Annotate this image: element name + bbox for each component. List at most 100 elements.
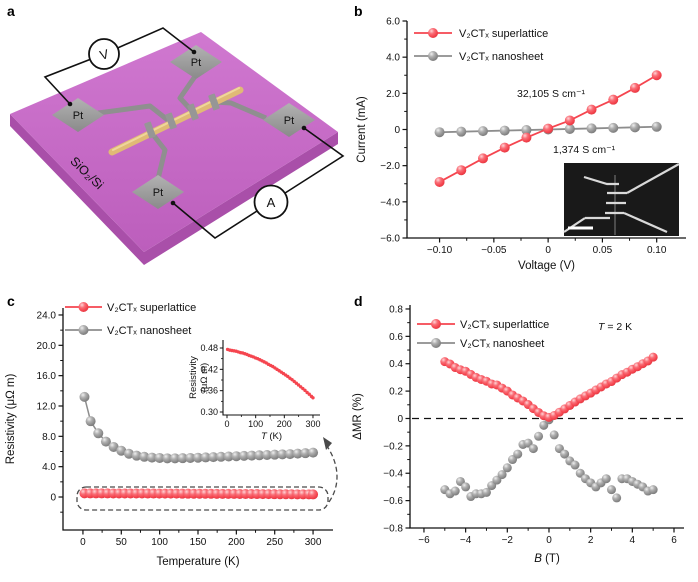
ammeter-label: A (267, 195, 276, 210)
nanowire-rod (108, 86, 244, 156)
svg-text:150: 150 (190, 537, 207, 548)
svg-text:Resistivity: Resistivity (188, 356, 199, 399)
svg-text:0.36: 0.36 (200, 386, 218, 396)
svg-text:Current (mA): Current (mA) (356, 96, 368, 163)
wire-contact-dot-1 (67, 101, 73, 107)
svg-text:0: 0 (50, 493, 56, 504)
svg-text:6: 6 (671, 535, 677, 546)
panel-label-d: d (354, 293, 363, 309)
pt-label-right: Pt (284, 115, 294, 127)
svg-text:2: 2 (588, 535, 594, 546)
svg-text:Temperature (K): Temperature (K) (156, 556, 239, 568)
superlattice-highlight-box (76, 486, 329, 511)
svg-text:V₂CTₓ nanosheet: V₂CTₓ nanosheet (107, 325, 191, 337)
svg-text:0: 0 (546, 535, 552, 546)
svg-text:0: 0 (394, 125, 400, 136)
axes: 0.8 0.6 0.4 0.2 0 −0.2 −0.4 −0.6 −0.8 −6 −4 −2 0 2 4 6 Δ… (352, 304, 684, 565)
sem-image-inset (563, 163, 680, 236)
svg-text:0: 0 (397, 414, 403, 425)
svg-text:16.0: 16.0 (37, 371, 57, 382)
svg-text:0.48: 0.48 (200, 343, 218, 353)
svg-text:T (K): T (K) (261, 431, 282, 442)
svg-text:20.0: 20.0 (37, 341, 57, 352)
wire-voltmeter-right (103, 27, 195, 55)
resistivity-inset-chart: 0.30 0.36 0.42 0.48 0 100 200 300 T (K) Resistivi… (188, 340, 320, 442)
svg-text:300: 300 (305, 537, 322, 548)
axes: 0 4.0 8.0 12.0 16.0 20.0 24.0 0 50 100 150 200 250 30… (5, 308, 333, 568)
svg-text:200: 200 (277, 419, 292, 429)
svg-text:0: 0 (545, 245, 551, 256)
pt-label-top: Pt (191, 57, 201, 69)
legend: V₂CTₓ superlattice V₂CTₓ nanosheet (417, 319, 549, 350)
svg-text:8.0: 8.0 (42, 432, 56, 443)
clamp-2 (165, 112, 177, 130)
svg-text:V₂CTₓ superlattice: V₂CTₓ superlattice (107, 302, 196, 314)
svg-text:6.0: 6.0 (386, 17, 400, 28)
substrate-edge (10, 114, 338, 265)
arrowhead-icon (323, 437, 332, 450)
svg-text:T = 2 K: T = 2 K (598, 321, 632, 333)
svg-text:−0.05: −0.05 (481, 245, 507, 256)
svg-text:−6.0: −6.0 (380, 234, 400, 245)
svg-text:−0.6: −0.6 (383, 496, 403, 507)
svg-text:B (T): B (T) (534, 553, 560, 565)
inset-pointer-arrow (326, 445, 338, 503)
legend: V₂CTₓ superlattice V₂CTₓ nanosheet (414, 28, 548, 63)
clamp-3 (187, 103, 199, 121)
svg-text:0.6: 0.6 (389, 332, 403, 343)
data-series (79, 391, 319, 500)
svg-text:0.2: 0.2 (389, 387, 403, 398)
wire-ammeter-left (172, 201, 272, 239)
panel-a-schematic: SiO₂/Si Pt Pt Pt Pt V (10, 27, 345, 265)
svg-text:4.0: 4.0 (42, 462, 56, 473)
chart-magnetoresistance: 0.8 0.6 0.4 0.2 0 −0.2 −0.4 −0.6 −0.8 −6 −4 −2 0 2 4 6 Δ… (352, 304, 684, 565)
svg-text:100: 100 (248, 419, 263, 429)
svg-text:V₂CTₓ superlattice: V₂CTₓ superlattice (459, 28, 548, 40)
svg-text:300: 300 (305, 419, 320, 429)
pt-pad-top (170, 45, 222, 79)
svg-text:50: 50 (116, 537, 128, 548)
chart-resistivity-temperature: 0 4.0 8.0 12.0 16.0 20.0 24.0 0 50 100 150 200 250 30… (5, 302, 338, 568)
pt-pad-left (52, 98, 104, 132)
wire-ammeter-right (270, 127, 345, 203)
clamp-4 (208, 93, 220, 111)
data-series (434, 70, 662, 187)
svg-text:V₂CTₓ nanosheet: V₂CTₓ nanosheet (460, 338, 544, 350)
svg-text:−6: −6 (418, 535, 430, 546)
svg-text:ΔMR (%): ΔMR (%) (352, 393, 364, 440)
svg-text:0.8: 0.8 (389, 304, 403, 315)
ammeter-circle (253, 184, 289, 220)
svg-text:0.42: 0.42 (200, 364, 218, 374)
svg-text:−0.10: −0.10 (427, 245, 453, 256)
svg-text:0.4: 0.4 (389, 359, 403, 370)
wire-contact-dot-2 (191, 49, 197, 55)
svg-text:4: 4 (630, 535, 636, 546)
wire-contact-dot-3 (170, 200, 176, 206)
svg-text:250: 250 (266, 537, 283, 548)
svg-text:12.0: 12.0 (37, 401, 57, 412)
lead-bottom (149, 130, 168, 180)
svg-text:−0.4: −0.4 (383, 469, 403, 480)
svg-text:−2: −2 (502, 535, 514, 546)
svg-text:Voltage (V): Voltage (V) (518, 260, 575, 272)
svg-text:0.10: 0.10 (647, 245, 667, 256)
voltmeter-label: V (98, 46, 111, 63)
panel-label-a: a (7, 3, 15, 19)
pt-pad-bottom (132, 175, 184, 209)
svg-text:0: 0 (80, 537, 86, 548)
svg-text:V₂CTₓ nanosheet: V₂CTₓ nanosheet (459, 51, 543, 63)
clamp-1 (144, 121, 156, 139)
svg-text:0.30: 0.30 (200, 407, 218, 417)
svg-text:4.0: 4.0 (386, 53, 400, 64)
legend: V₂CTₓ superlattice V₂CTₓ nanosheet (65, 302, 196, 337)
svg-text:−2.0: −2.0 (380, 161, 400, 172)
svg-text:100: 100 (151, 537, 168, 548)
axes: 6.0 4.0 2.0 0 −2.0 −4.0 −6.0 −0.10 −0.05 0 0.05 0.1… (356, 17, 686, 272)
voltmeter-circle (88, 38, 120, 70)
svg-text:−0.8: −0.8 (383, 524, 403, 535)
nanowire-rod-highlight (112, 87, 240, 151)
svg-text:(μΩ m): (μΩ m) (199, 363, 210, 392)
panel-label-c: c (7, 293, 15, 309)
svg-text:0.05: 0.05 (593, 245, 613, 256)
